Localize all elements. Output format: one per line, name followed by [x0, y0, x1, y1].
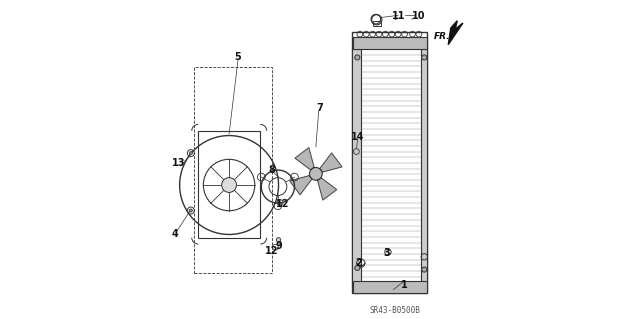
Circle shape	[355, 55, 360, 60]
Bar	[198, 131, 260, 238]
Text: 9: 9	[275, 241, 282, 251]
Circle shape	[355, 265, 360, 271]
Text: 4: 4	[172, 228, 179, 239]
Bar	[422, 49, 427, 282]
Circle shape	[276, 238, 281, 242]
Text: FR.: FR.	[434, 32, 450, 41]
Circle shape	[189, 209, 193, 212]
Bar	[352, 49, 360, 282]
Circle shape	[353, 149, 359, 154]
Text: 12: 12	[265, 246, 278, 256]
Text: 7: 7	[316, 103, 323, 114]
Polygon shape	[295, 148, 314, 170]
Polygon shape	[448, 21, 463, 45]
Bar	[353, 37, 427, 49]
Text: 3: 3	[383, 248, 390, 258]
Text: 12: 12	[276, 199, 289, 209]
Circle shape	[189, 152, 193, 155]
Text: 11: 11	[392, 11, 406, 21]
Bar	[353, 281, 427, 293]
Polygon shape	[320, 153, 342, 172]
Text: 10: 10	[412, 11, 425, 21]
Text: SR43-B0500B: SR43-B0500B	[369, 306, 420, 315]
Text: 8: 8	[269, 165, 276, 175]
Circle shape	[422, 55, 427, 60]
Text: 13: 13	[172, 158, 186, 168]
Bar	[194, 67, 272, 273]
Circle shape	[422, 267, 427, 272]
Text: 1: 1	[401, 280, 408, 290]
Polygon shape	[290, 176, 312, 195]
Text: 2: 2	[355, 258, 362, 268]
Polygon shape	[317, 178, 337, 200]
Text: 5: 5	[235, 52, 241, 63]
Text: 14: 14	[351, 131, 364, 142]
Circle shape	[310, 167, 322, 180]
Circle shape	[221, 178, 237, 192]
Bar	[373, 21, 381, 26]
Bar	[352, 32, 427, 293]
